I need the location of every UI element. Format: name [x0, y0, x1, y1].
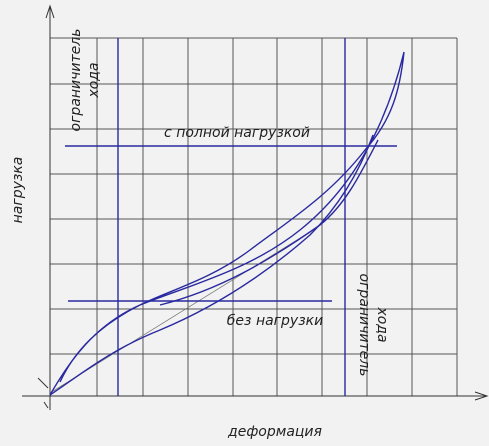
- y-axis-label: нагрузка: [10, 157, 26, 224]
- full-load-label: с полной нагрузкой: [164, 125, 310, 141]
- reference-line: [49, 231, 311, 394]
- limiter-line: хода: [86, 62, 102, 98]
- limiter-line: ограничитель: [356, 274, 372, 377]
- x-axis-label: деформация: [227, 424, 322, 440]
- axes: [22, 4, 489, 410]
- limiter-label: ограничитель хода: [356, 274, 390, 377]
- blue-lines: [65, 38, 397, 396]
- limiter-label: ограничитель хода: [68, 29, 102, 132]
- no-load-label: без нагрузки: [227, 313, 323, 329]
- grid: [50, 37, 458, 396]
- limiter-line: ограничитель: [68, 29, 84, 132]
- limiter-line: хода: [374, 306, 390, 342]
- curves: [49, 51, 405, 396]
